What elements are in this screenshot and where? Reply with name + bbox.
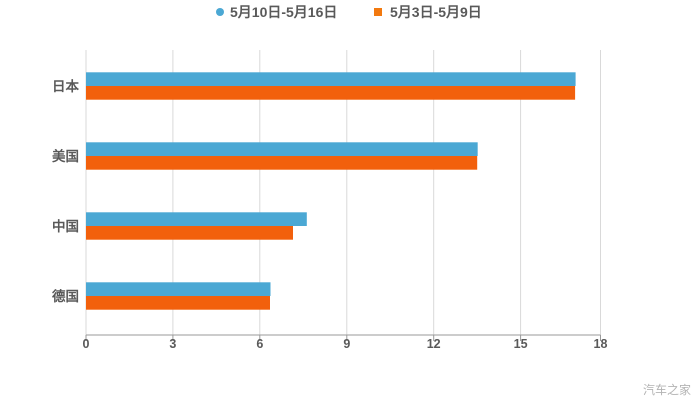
svg-text:9: 9 [343,337,350,351]
svg-text:德国: 德国 [52,288,79,304]
svg-text:0: 0 [83,337,90,351]
svg-text:15: 15 [514,337,528,351]
svg-text:日本: 日本 [52,78,79,94]
svg-text:美国: 美国 [52,148,79,164]
svg-text:5月10日-5月16日: 5月10日-5月16日 [230,4,337,20]
svg-text:6: 6 [256,337,263,351]
svg-text:中国: 中国 [52,218,79,234]
svg-text:汽车之家: 汽车之家 [643,382,691,397]
svg-text:3: 3 [169,337,176,351]
svg-text:18: 18 [594,337,608,351]
svg-text:5月3日-5月9日: 5月3日-5月9日 [390,4,482,20]
svg-text:12: 12 [427,337,441,351]
